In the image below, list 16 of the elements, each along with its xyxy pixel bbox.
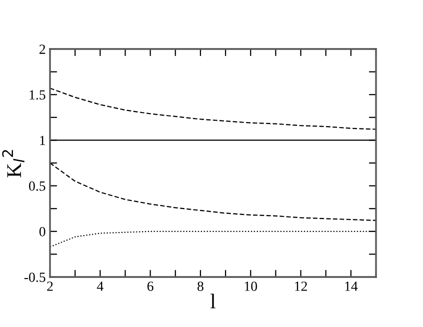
- y-tick-label: -0.5: [24, 272, 46, 282]
- x-tick-label: 10: [244, 282, 258, 291]
- x-tick-label: 6: [147, 282, 154, 291]
- x-tick-label: 2: [47, 282, 53, 291]
- x-axis-title: l: [210, 294, 216, 308]
- y-tick-label: 0: [39, 226, 46, 236]
- line-series: [50, 88, 376, 130]
- x-tick-label: 8: [198, 282, 204, 291]
- x-tick-label: 12: [295, 282, 307, 291]
- x-tick-label: 14: [345, 282, 358, 291]
- x-tick-label: 4: [96, 282, 104, 291]
- y-tick-label: 2: [40, 44, 46, 54]
- y-tick-label: 0.5: [29, 181, 46, 191]
- y-tick-label: 1.5: [30, 90, 46, 100]
- y-tick-label: 1: [40, 136, 45, 146]
- y-axis-title: K$_{l}$$^{2}$: [2, 150, 24, 178]
